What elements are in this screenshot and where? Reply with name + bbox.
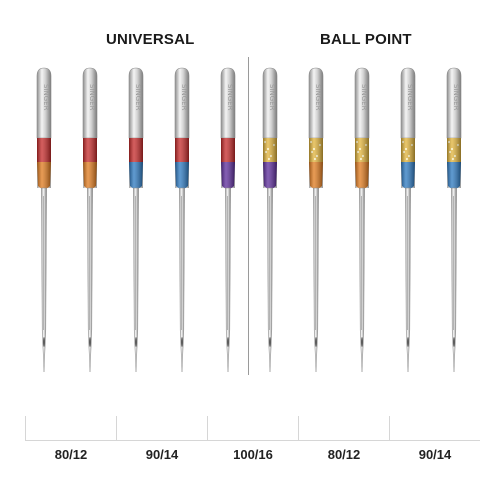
needle-shank: [308, 67, 324, 139]
needle-eye: [43, 337, 45, 347]
brand-engraving: SINGER: [134, 84, 142, 111]
band-shading: [355, 138, 369, 188]
needle-blade: [267, 187, 273, 373]
band-shading: [309, 138, 323, 188]
group-divider: [248, 57, 249, 375]
ballpoint-group-title: BALL POINT: [320, 31, 412, 48]
band-shading: [175, 138, 189, 188]
needle-eye: [135, 337, 137, 347]
brand-engraving: SINGER: [360, 84, 368, 111]
needle-universal: SINGER: [220, 67, 236, 373]
needle-blade: [87, 187, 93, 373]
size-column-separator: [116, 416, 117, 440]
brand-engraving: SINGER: [42, 84, 50, 111]
band-shading: [83, 138, 97, 188]
needle-blade: [133, 187, 139, 373]
needle-blade: [41, 187, 47, 373]
needle-shank: [400, 67, 416, 139]
needle-shank: [446, 67, 462, 139]
size-label-100-16: 100/16: [233, 447, 273, 462]
needle-universal: SINGER: [174, 67, 190, 373]
needle-blade: [313, 187, 319, 373]
size-column-separator: [298, 416, 299, 440]
size-table: [25, 416, 480, 441]
size-label-90-14-ballpoint: 90/14: [418, 447, 452, 462]
brand-engraving: SINGER: [180, 84, 188, 111]
needle-blade: [179, 187, 185, 373]
needle-shank: [36, 67, 52, 139]
needle-ballpoint: SINGER: [446, 67, 462, 373]
needle-ballpoint: SINGER: [354, 67, 370, 373]
needle-shank: [354, 67, 370, 139]
needle-ballpoint: SINGER: [308, 67, 324, 373]
needle-eye: [361, 337, 363, 347]
needle-shank: [128, 67, 144, 139]
needle-eye: [269, 337, 271, 347]
needle-eye: [89, 337, 91, 347]
size-label-90-14-universal: 90/14: [145, 447, 179, 462]
needle-shank: [174, 67, 190, 139]
needle-universal: SINGER: [128, 67, 144, 373]
needle-ballpoint: SINGER: [400, 67, 416, 373]
needle-eye: [227, 337, 229, 347]
needle-eye: [181, 337, 183, 347]
needle-blade: [359, 187, 365, 373]
band-shading: [129, 138, 143, 188]
brand-engraving: SINGER: [88, 84, 96, 111]
band-shading: [447, 138, 461, 188]
size-column-separator: [207, 416, 208, 440]
universal-group-title: UNIVERSAL: [106, 31, 195, 48]
needle-blade: [451, 187, 457, 373]
band-shading: [401, 138, 415, 188]
size-column-separator: [389, 416, 390, 440]
size-column-separator: [25, 416, 26, 440]
needle-ballpoint: SINGER: [262, 67, 278, 373]
band-shading: [263, 138, 277, 188]
needle-universal: SINGER: [82, 67, 98, 373]
needle-eye: [407, 337, 409, 347]
needle-shank: [82, 67, 98, 139]
needle-blade: [225, 187, 231, 373]
brand-engraving: SINGER: [406, 84, 414, 111]
band-shading: [221, 138, 235, 188]
size-label-80-12-ballpoint: 80/12: [327, 447, 361, 462]
needle-eye: [453, 337, 455, 347]
needle-eye: [315, 337, 317, 347]
needle-shank: [220, 67, 236, 139]
brand-engraving: SINGER: [452, 84, 460, 111]
needle-shank: [262, 67, 278, 139]
needle-universal: SINGER: [36, 67, 52, 373]
needle-blade: [405, 187, 411, 373]
brand-engraving: SINGER: [268, 84, 276, 111]
brand-engraving: SINGER: [226, 84, 234, 111]
size-label-80-12-universal: 80/12: [54, 447, 88, 462]
brand-engraving: SINGER: [314, 84, 322, 111]
needles-illustration: SINGER SINGER SINGER SINGER SINGER SINGER SING…: [36, 67, 462, 373]
band-shading: [37, 138, 51, 188]
